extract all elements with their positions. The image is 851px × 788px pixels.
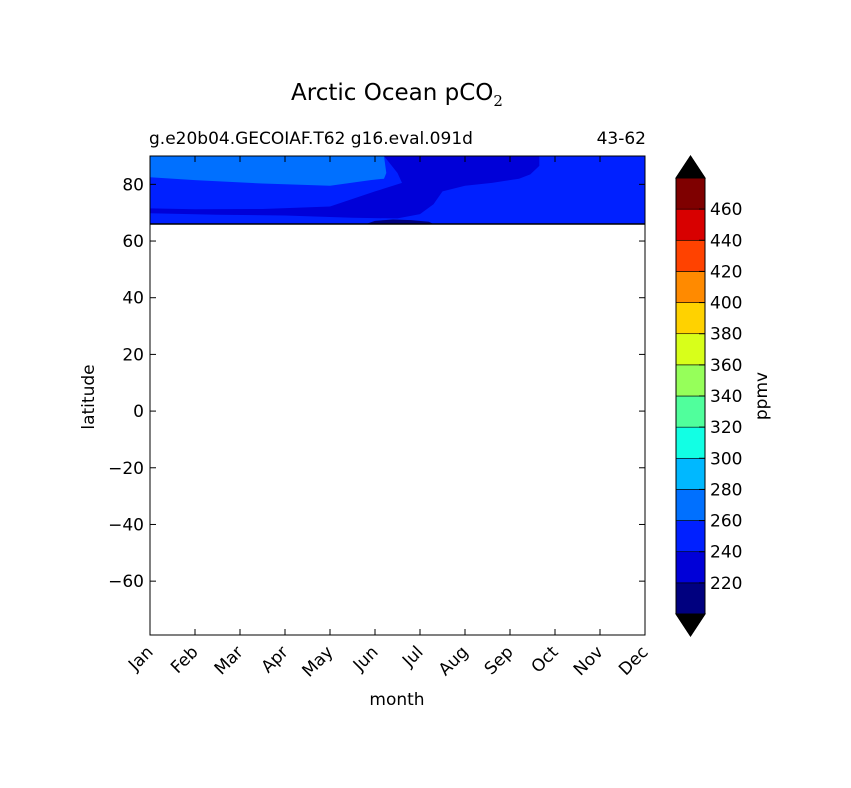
x-tick-label: Sep bbox=[481, 642, 518, 679]
colorbar-band bbox=[675, 489, 706, 521]
colorbar-band bbox=[675, 271, 706, 303]
contour-region-band-260-280-upper bbox=[150, 156, 387, 186]
colorbar-tick-label: 220 bbox=[710, 574, 742, 594]
colorbar-band bbox=[675, 333, 706, 366]
contour-region-band-220-240-mid bbox=[150, 156, 540, 219]
chart-title: Arctic Ocean pCO2 bbox=[291, 80, 503, 110]
y-tick-label: 40 bbox=[122, 289, 144, 309]
colorbar-band bbox=[675, 364, 706, 397]
y-tick-label: −40 bbox=[108, 515, 144, 535]
colorbar-frame bbox=[675, 155, 706, 637]
x-tick-label: Aug bbox=[435, 642, 473, 680]
x-tick-label: Nov bbox=[570, 642, 608, 680]
chart-subtitle-right: 43-62 bbox=[597, 129, 646, 149]
y-tick-label: 60 bbox=[122, 232, 144, 252]
x-tick-label: Mar bbox=[211, 642, 248, 679]
colorbar-tick-label: 400 bbox=[710, 294, 742, 314]
colorbar-band bbox=[675, 302, 706, 335]
x-tick-label: Apr bbox=[258, 642, 293, 677]
y-tick-label: −20 bbox=[108, 459, 144, 479]
colorbar-tick-label: 320 bbox=[710, 418, 742, 438]
colorbar-band bbox=[675, 239, 706, 272]
colorbar-band bbox=[675, 520, 706, 553]
colorbar-label: ppmv bbox=[752, 372, 772, 420]
colorbar-tick-label: 360 bbox=[710, 356, 742, 376]
colorbar-band bbox=[675, 177, 706, 210]
x-tick-label: Oct bbox=[528, 642, 563, 677]
colorbar-tick-label: 340 bbox=[710, 387, 742, 407]
colorbar-tick-label: 240 bbox=[710, 543, 742, 563]
colorbar-tick-label: 380 bbox=[710, 325, 742, 345]
x-axis-label: month bbox=[369, 690, 424, 710]
y-axis-label: latitude bbox=[79, 364, 99, 429]
contour-regions bbox=[150, 156, 645, 225]
colorbar-tick-label: 280 bbox=[710, 480, 742, 500]
y-tick-label: −60 bbox=[108, 572, 144, 592]
contour-region-band-200-220-core bbox=[366, 219, 434, 224]
plot-background bbox=[150, 156, 645, 635]
x-tick-label: Jun bbox=[349, 642, 383, 676]
colorbar-tick-label: 300 bbox=[710, 449, 742, 469]
colorbar-band bbox=[675, 457, 706, 490]
colorbar-under-arrow bbox=[675, 613, 706, 637]
x-tick-label: Dec bbox=[615, 642, 652, 679]
y-tick-label: 0 bbox=[133, 402, 144, 422]
y-tick-label: 20 bbox=[122, 345, 144, 365]
colorbar-band bbox=[675, 582, 706, 615]
colorbar-tick-label: 260 bbox=[710, 512, 742, 532]
x-tick-label: Feb bbox=[167, 642, 202, 677]
colorbar-band bbox=[675, 208, 706, 241]
colorbar-tick-label: 440 bbox=[710, 231, 742, 251]
colorbar-tick-label: 420 bbox=[710, 262, 742, 282]
y-tick-label: 80 bbox=[122, 175, 144, 195]
colorbar-band bbox=[675, 426, 706, 459]
x-tick-label: May bbox=[299, 642, 338, 681]
x-tick-label: Jan bbox=[124, 642, 157, 675]
plot-frame bbox=[149, 155, 646, 636]
chart-subtitle-left: g.e20b04.GECOIAF.T62 g16.eval.091d bbox=[149, 129, 473, 149]
y-axis-ticks: 80 60 40 20 0 −20 −40 −60 bbox=[108, 175, 645, 592]
colorbar-over-arrow bbox=[675, 155, 706, 179]
x-tick-label: Jul bbox=[398, 642, 427, 671]
colorbar: 220 240 260 280 300 320 340 360 380 400 420 440 460 bbox=[675, 155, 742, 637]
colorbar-band bbox=[675, 551, 706, 584]
colorbar-tick-label: 460 bbox=[710, 200, 742, 220]
colorbar-band bbox=[675, 395, 706, 428]
